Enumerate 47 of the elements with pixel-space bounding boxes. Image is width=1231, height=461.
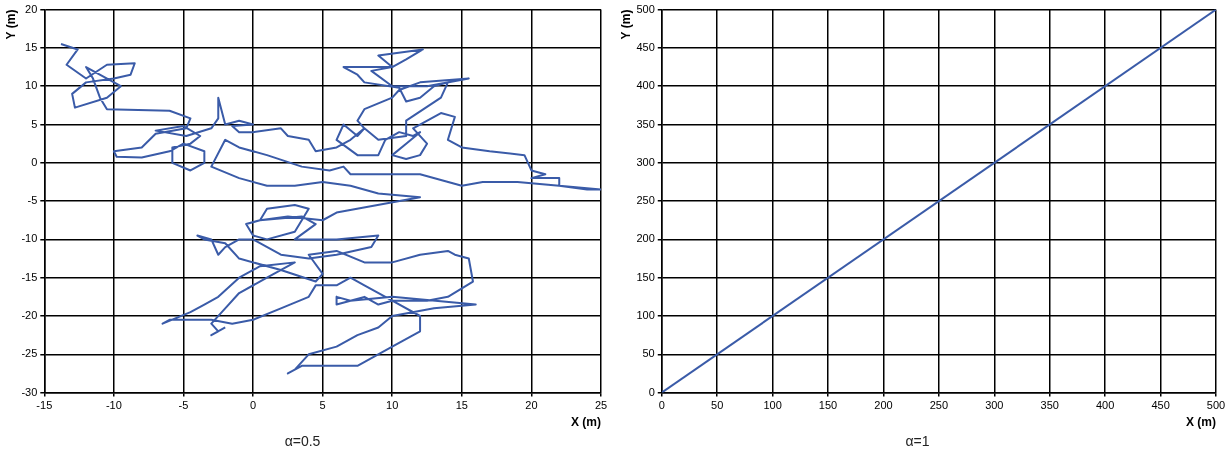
x-tick-label: 5	[319, 399, 326, 412]
y-tick-label: 0	[31, 155, 38, 168]
x-tick-label: 25	[594, 399, 608, 412]
y-tick-label: 100	[636, 309, 655, 322]
y-tick-label: 350	[636, 117, 655, 130]
y-tick-label: 0	[648, 385, 655, 398]
y-tick-label: 150	[636, 270, 655, 283]
x-tick-label: 500	[1206, 399, 1226, 412]
y-tick-label: -15	[21, 270, 38, 283]
y-tick-label: 400	[636, 79, 655, 92]
x-axis-title: X (m)	[571, 415, 601, 430]
y-tick-label: 500	[636, 2, 655, 15]
x-tick-label: 15	[455, 399, 468, 412]
y-tick-label: 50	[642, 347, 655, 360]
x-tick-label: 20	[525, 399, 538, 412]
x-tick-label: 50	[711, 399, 724, 412]
y-tick-label: -30	[21, 385, 38, 398]
text: α=0.5	[284, 433, 321, 450]
x-tick-label: 350	[1040, 399, 1059, 412]
text: α=1	[905, 433, 930, 450]
x-tick-label: -10	[105, 399, 122, 412]
y-axis-title: Y (m)	[3, 9, 18, 40]
x-tick-label: 0	[250, 399, 257, 412]
y-tick-label: -25	[21, 347, 38, 360]
y-tick-label: 15	[25, 40, 38, 53]
x-tick-label: 250	[929, 399, 949, 412]
x-tick-label: 150	[818, 399, 838, 412]
y-tick-label: 20	[25, 2, 38, 15]
y-tick-label: -5	[27, 194, 38, 207]
y-tick-label: -20	[21, 309, 38, 322]
x-tick-label: 100	[763, 399, 782, 412]
y-tick-label: 250	[636, 194, 655, 207]
x-tick-label: 200	[874, 399, 893, 412]
y-tick-label: 300	[636, 155, 655, 168]
y-tick-label: 10	[25, 79, 38, 92]
x-tick-label: -5	[178, 399, 189, 412]
y-tick-label: 5	[31, 117, 38, 130]
x-axis-title: X (m)	[1186, 415, 1216, 430]
y-tick-label: 200	[636, 232, 655, 245]
x-tick-label: 400	[1095, 399, 1115, 412]
x-tick-label: 0	[658, 399, 665, 412]
y-axis-title: Y (m)	[618, 9, 633, 40]
x-tick-label: 10	[386, 399, 399, 412]
y-tick-label: 450	[636, 40, 655, 53]
x-tick-label: 450	[1151, 399, 1170, 412]
x-tick-label: 300	[985, 399, 1004, 412]
y-tick-label: -10	[21, 232, 38, 245]
